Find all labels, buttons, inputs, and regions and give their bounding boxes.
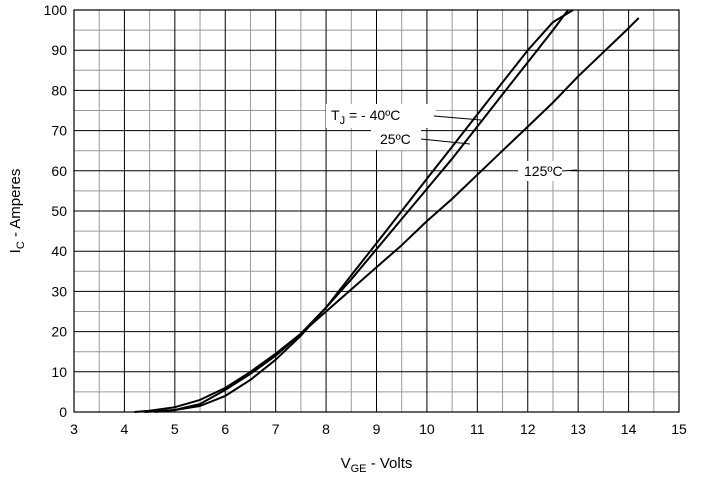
x-tick-label: 12 (520, 421, 536, 437)
y-tick-label: 60 (51, 163, 67, 179)
annotation-tj-rest: = - 40ºC (345, 107, 400, 123)
x-tick-label: 3 (70, 421, 78, 437)
x-tick-label: 8 (322, 421, 330, 437)
y-axis-label-sub: C (15, 241, 27, 249)
annotation-tj-minus40: TJ = - 40ºC (331, 107, 400, 127)
y-tick-label: 100 (44, 2, 68, 18)
y-tick-label: 90 (51, 42, 67, 58)
x-tick-labels: 3 4 5 6 7 8 9 10 11 12 13 14 15 (70, 421, 687, 437)
y-tick-label: 30 (51, 283, 67, 299)
series-line-1 (154, 9, 574, 413)
x-tick-label: 5 (171, 421, 179, 437)
x-tick-label: 11 (470, 421, 485, 437)
label-background-125c (518, 161, 570, 181)
annotation-tj-main: T (331, 107, 340, 123)
leader-line-minus40 (433, 115, 482, 121)
x-tick-label: 13 (570, 421, 586, 437)
x-tick-label: 10 (419, 421, 435, 437)
y-tick-label: 0 (59, 404, 67, 420)
y-axis-label-rest: - Amperes (7, 169, 24, 242)
annotation-25c: 25ºC (380, 131, 411, 147)
y-tick-label: 40 (51, 243, 67, 259)
series-lines (134, 9, 640, 413)
x-tick-label: 9 (373, 421, 381, 437)
x-tick-label: 4 (121, 421, 129, 437)
y-tick-label: 50 (51, 203, 67, 219)
annotation-tj-sub: J (340, 115, 346, 127)
x-tick-label: 15 (671, 421, 687, 437)
leader-line-125c (561, 169, 578, 172)
x-axis-label-sub: GE (351, 463, 367, 475)
leader-line-25c (420, 138, 471, 145)
x-axis-label: VGE - Volts (341, 455, 413, 475)
x-tick-label: 7 (272, 421, 280, 437)
x-tick-label: 14 (621, 421, 637, 437)
series-line-2 (144, 9, 569, 413)
y-tick-label: 80 (51, 82, 67, 98)
label-background-tj (326, 104, 436, 128)
y-tick-label: 70 (51, 123, 67, 139)
y-axis-label-main: I (7, 249, 24, 253)
y-tick-label: 10 (51, 364, 67, 380)
series-line-3 (134, 17, 640, 413)
label-background-25c (371, 128, 421, 150)
y-axis-label: IC - Amperes (7, 169, 27, 254)
y-tick-labels: 0 10 20 30 40 50 60 70 80 90 100 (44, 2, 68, 420)
major-grid (73, 9, 680, 413)
plot-frame (73, 9, 680, 413)
x-axis-label-rest: - Volts (367, 455, 413, 472)
leader-lines (420, 115, 578, 172)
x-tick-label: 6 (221, 421, 229, 437)
x-axis-label-main: V (341, 455, 351, 472)
annotation-125c: 125ºC (524, 163, 563, 179)
y-tick-label: 20 (51, 324, 67, 340)
